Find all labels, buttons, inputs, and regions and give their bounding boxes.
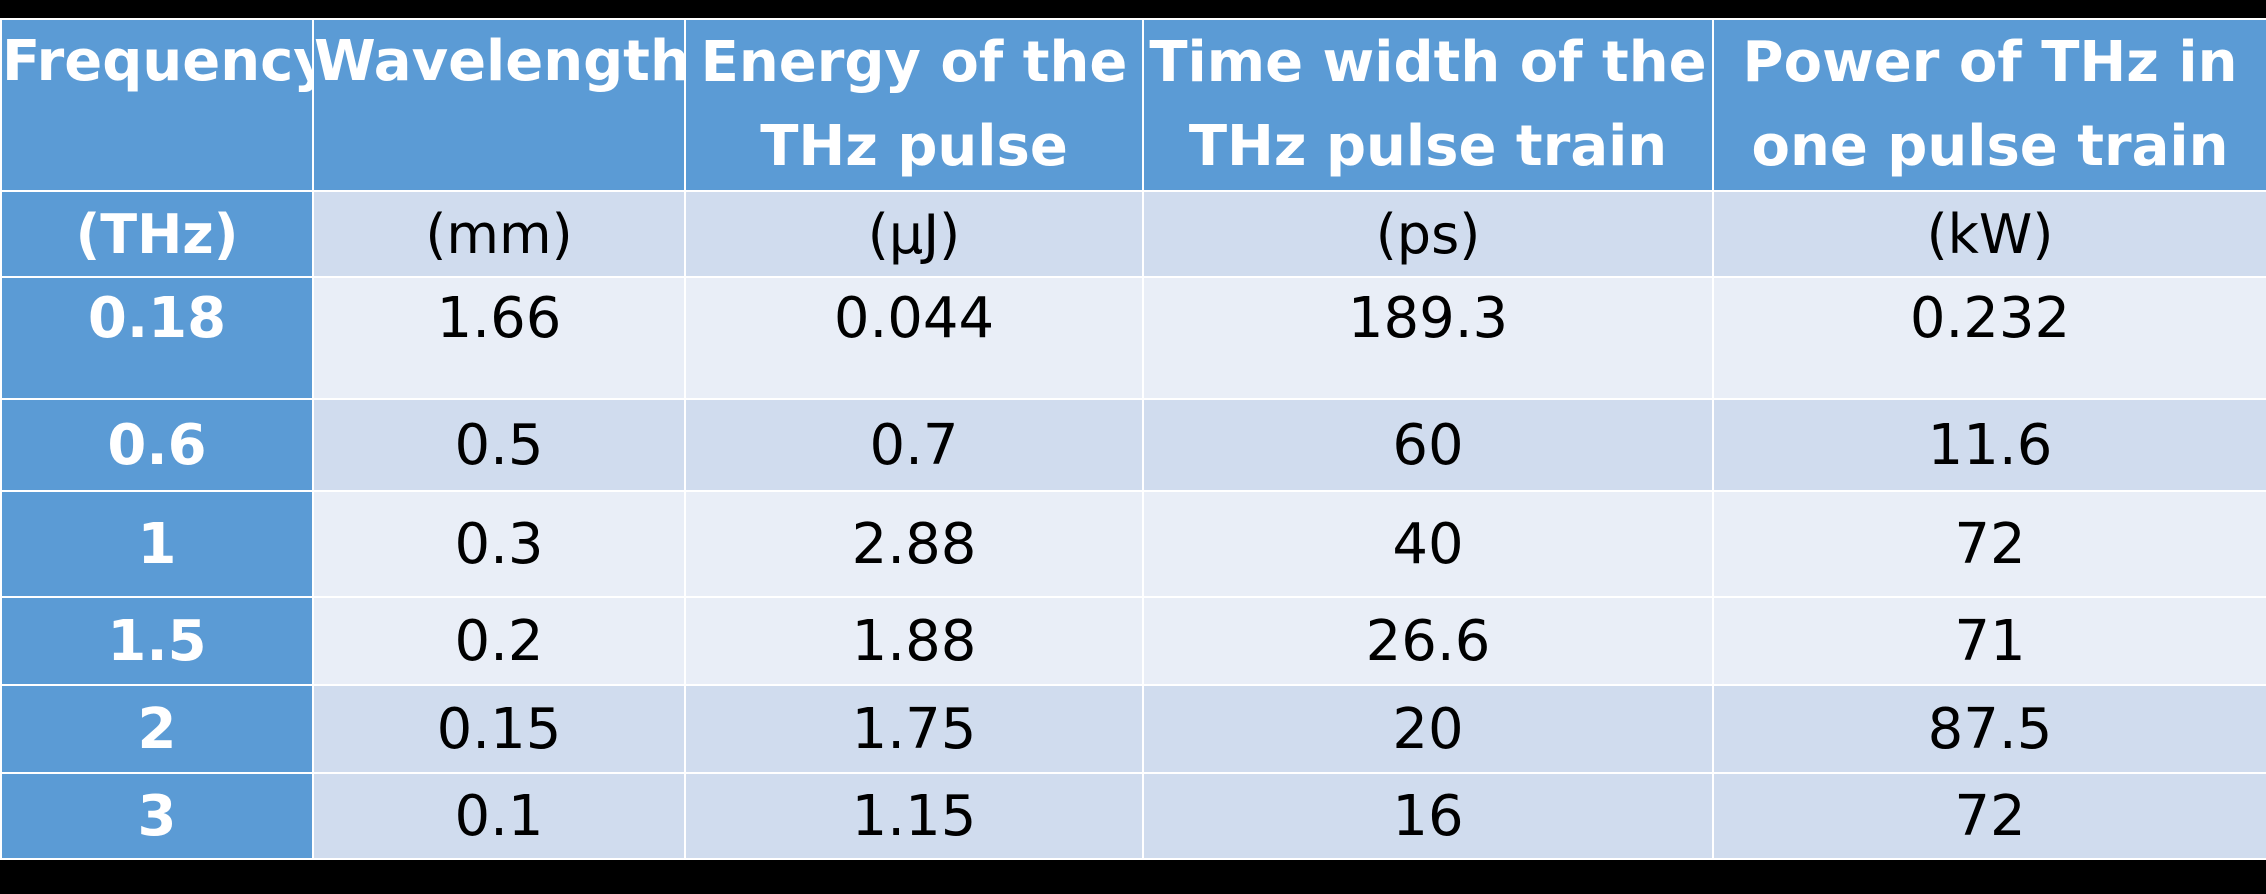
unit-time-width: (ps) xyxy=(1142,190,1714,278)
cell-frequency: 0.6 xyxy=(0,398,314,492)
cell-energy: 1.75 xyxy=(684,684,1144,774)
cell-wavelength: 0.3 xyxy=(312,490,686,598)
cell-wavelength: 1.66 xyxy=(312,276,686,400)
cell-power: 0.232 xyxy=(1712,276,2266,400)
unit-power: (kW) xyxy=(1712,190,2266,278)
header-wavelength: Wavelength xyxy=(312,18,686,192)
cell-time-width: 26.6 xyxy=(1142,596,1714,686)
cell-frequency: 2 xyxy=(0,684,314,774)
cell-energy: 1.88 xyxy=(684,596,1144,686)
cell-time-width: 20 xyxy=(1142,684,1714,774)
table-row: 0.6 0.5 0.7 60 11.6 xyxy=(0,398,2266,492)
cell-energy: 0.044 xyxy=(684,276,1144,400)
cell-wavelength: 0.2 xyxy=(312,596,686,686)
cell-power: 72 xyxy=(1712,772,2266,860)
table-row: 1.5 0.2 1.88 26.6 71 xyxy=(0,596,2266,686)
cell-time-width: 40 xyxy=(1142,490,1714,598)
header-frequency: Frequency xyxy=(0,18,314,192)
thz-pulse-table: Frequency Wavelength Energy of the THz p… xyxy=(0,18,2266,860)
cell-frequency: 1.5 xyxy=(0,596,314,686)
cell-time-width: 16 xyxy=(1142,772,1714,860)
cell-time-width: 189.3 xyxy=(1142,276,1714,400)
cell-time-width: 60 xyxy=(1142,398,1714,492)
cell-energy: 2.88 xyxy=(684,490,1144,598)
cell-frequency: 3 xyxy=(0,772,314,860)
unit-frequency: (THz) xyxy=(0,190,314,278)
units-row: (THz) (mm) (μJ) (ps) (kW) xyxy=(0,190,2266,278)
cell-wavelength: 0.1 xyxy=(312,772,686,860)
header-power: Power of THz in one pulse train xyxy=(1712,18,2266,192)
cell-power: 71 xyxy=(1712,596,2266,686)
table-row: 2 0.15 1.75 20 87.5 xyxy=(0,684,2266,774)
unit-energy: (μJ) xyxy=(684,190,1144,278)
cell-energy: 1.15 xyxy=(684,772,1144,860)
unit-wavelength: (mm) xyxy=(312,190,686,278)
cell-energy: 0.7 xyxy=(684,398,1144,492)
table-row: 3 0.1 1.15 16 72 xyxy=(0,772,2266,860)
cell-frequency: 0.18 xyxy=(0,276,314,400)
cell-frequency: 1 xyxy=(0,490,314,598)
thz-table-container: Frequency Wavelength Energy of the THz p… xyxy=(0,18,2266,860)
table-row: 1 0.3 2.88 40 72 xyxy=(0,490,2266,598)
header-row: Frequency Wavelength Energy of the THz p… xyxy=(0,18,2266,192)
table-row: 0.18 1.66 0.044 189.3 0.232 xyxy=(0,276,2266,400)
cell-wavelength: 0.5 xyxy=(312,398,686,492)
cell-wavelength: 0.15 xyxy=(312,684,686,774)
cell-power: 11.6 xyxy=(1712,398,2266,492)
header-energy: Energy of the THz pulse xyxy=(684,18,1144,192)
cell-power: 72 xyxy=(1712,490,2266,598)
header-time-width: Time width of the THz pulse train xyxy=(1142,18,1714,192)
cell-power: 87.5 xyxy=(1712,684,2266,774)
